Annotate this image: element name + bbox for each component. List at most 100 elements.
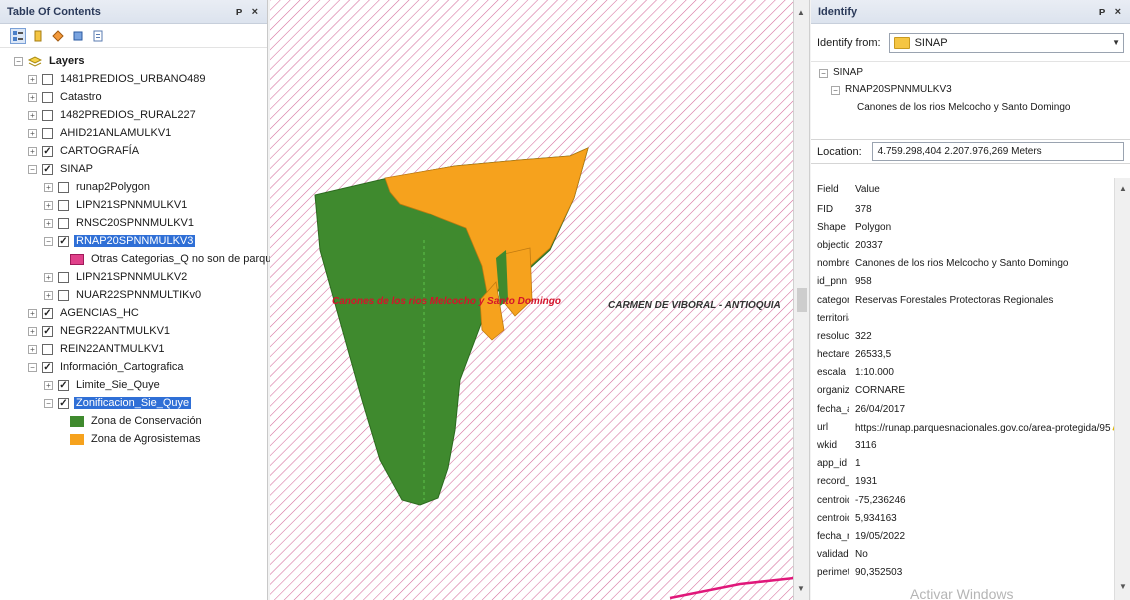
layer-checkbox[interactable] [58,289,69,301]
map-view[interactable]: Canones de los rios Melcocho y Santo Dom… [270,0,794,600]
list-by-source-icon[interactable] [30,28,46,44]
legend-row: Zona de Agrosistemas [0,430,267,448]
expand-toggle-icon[interactable]: + [44,380,53,390]
layer-checkbox-checked[interactable]: ✓ [42,361,53,373]
tree-row-layer[interactable]: + REIN22ANTMULKV1 [0,340,267,358]
layer-checkbox-checked[interactable]: ✓ [42,145,53,157]
collapse-toggle-icon[interactable]: − [44,236,53,246]
field-name: categoria [817,294,849,306]
expand-toggle-icon[interactable]: + [28,74,37,84]
legend-label: Zona de Agrosistemas [91,433,201,445]
map-vertical-scrollbar[interactable]: ▲ ▼ [794,0,810,600]
layer-checkbox-checked[interactable]: ✓ [42,163,53,175]
tree-row-layer[interactable]: +1481PREDIOS_URBANO489 [0,70,267,88]
layer-label: Layers [49,55,85,67]
expand-toggle-icon[interactable]: + [44,272,53,282]
field-name: objectid [817,239,849,251]
layer-checkbox[interactable] [42,127,53,139]
tree-row-layer[interactable]: +1482PREDIOS_RURAL227 [0,106,267,124]
identify-from-label: Identify from: [817,36,881,49]
tree-row-layer-selected[interactable]: − ✓ Zonificacion_Sie_Quye [0,394,267,412]
url-link[interactable]: https://runap.parquesnacionales.gov.co/a… [849,420,1120,434]
collapse-toggle-icon[interactable]: − [831,86,840,95]
toc-title: Table Of Contents [7,5,101,18]
result-sublayer-node[interactable]: RNAP20SPNNMULKV3 [845,84,952,95]
expand-toggle-icon[interactable]: + [44,218,53,228]
tree-row-layers[interactable]: − Layers [0,52,267,70]
tree-row-layer[interactable]: + AHID21ANLAMULKV1 [0,124,267,142]
tree-row-layer[interactable]: + ✓ NEGR22ANTMULKV1 [0,322,267,340]
layer-checkbox[interactable] [42,91,53,103]
layer-checkbox-checked[interactable]: ✓ [42,325,53,337]
layer-checkbox[interactable] [42,109,53,121]
expand-toggle-icon[interactable]: + [28,128,37,138]
tree-row-layer[interactable]: + LIPN21SPNNMULKV1 [0,196,267,214]
field-value[interactable]: https://runap.parquesnacionales.gov.co/a… [855,422,1111,434]
chevron-down-icon[interactable]: ▼ [1112,38,1120,47]
collapse-toggle-icon[interactable]: − [28,362,37,372]
toc-window-controls[interactable]: ᴩ × [235,5,261,18]
scroll-up-icon[interactable]: ▲ [797,8,805,17]
collapse-toggle-icon[interactable]: − [28,164,37,174]
field-value: 5,934163 [855,512,897,524]
tree-row-layer[interactable]: + Catastro [0,88,267,106]
layer-label: SINAP [60,163,94,175]
tree-row-layer[interactable]: + ✓ AGENCIAS_HC [0,304,267,322]
tree-row-layer[interactable]: + runap2Polygon [0,178,267,196]
scroll-thumb[interactable] [797,288,807,312]
layer-label: Catastro [60,91,102,103]
expand-toggle-icon[interactable]: + [28,146,37,156]
attribute-scrollbar[interactable]: ▲ ▼ [1114,178,1130,600]
attribute-row: validado No [811,546,1120,564]
expand-toggle-icon[interactable]: + [28,344,37,354]
collapse-toggle-icon[interactable]: − [14,56,23,66]
layer-checkbox[interactable] [42,73,53,85]
options-icon[interactable] [90,28,106,44]
scroll-up-icon[interactable]: ▲ [1119,184,1127,193]
tree-row-layer[interactable]: + NUAR22SPNNMULTIKv0 [0,286,267,304]
list-by-drawing-order-icon[interactable] [10,27,26,44]
attribute-row: escala 1:10.000 [811,364,1120,382]
layer-checkbox[interactable] [58,271,69,283]
attribute-row: nombre Canones de los rios Melcocho y San… [811,255,1120,273]
list-by-visibility-icon[interactable] [50,28,66,44]
identify-from-dropdown[interactable]: SINAP ▼ [888,32,1124,53]
tree-row-layer[interactable]: − ✓ SINAP [0,160,267,178]
tree-row-layer[interactable]: + RNSC20SPNNMULKV1 [0,214,267,232]
list-by-selection-icon[interactable] [70,28,86,44]
layer-checkbox-checked[interactable]: ✓ [58,379,69,391]
layer-checkbox[interactable] [58,217,69,229]
layer-label: LIPN21SPNNMULKV2 [76,271,188,283]
tree-row-layer[interactable]: + ✓ CARTOGRAFÍA [0,142,267,160]
result-layer-node[interactable]: SINAP [833,67,864,78]
expand-toggle-icon[interactable]: + [44,200,53,210]
tree-row-layer[interactable]: + ✓ Limite_Sie_Quye [0,376,267,394]
location-field[interactable]: 4.759.298,404 2.207.976,269 Meters [871,142,1124,161]
tree-row-layer[interactable]: − ✓ Información_Cartografica [0,358,267,376]
expand-toggle-icon[interactable]: + [44,182,53,192]
layer-checkbox-checked[interactable]: ✓ [42,307,53,319]
map-canvas[interactable] [270,0,794,600]
scroll-down-icon[interactable]: ▼ [1119,582,1127,591]
scroll-down-icon[interactable]: ▼ [797,584,805,593]
tree-row-layer-selected[interactable]: − ✓ RNAP20SPNNMULKV3 [0,232,267,250]
expand-toggle-icon[interactable]: + [28,308,37,318]
layer-checkbox[interactable] [58,199,69,211]
tree-row-layer[interactable]: + LIPN21SPNNMULKV2 [0,268,267,286]
layer-checkbox[interactable] [42,343,53,355]
field-value: 322 [855,330,872,342]
legend-row: Otras Categorias_Q no son de parques [0,250,283,268]
layer-checkbox-checked[interactable]: ✓ [58,235,69,247]
layer-checkbox[interactable] [58,181,69,193]
expand-toggle-icon[interactable]: + [44,290,53,300]
identify-window-controls[interactable]: ᴩ × [1098,5,1124,18]
expand-toggle-icon[interactable]: + [28,110,37,120]
collapse-toggle-icon[interactable]: − [44,398,53,408]
expand-toggle-icon[interactable]: + [28,92,37,102]
layers-group-icon [28,55,42,67]
collapse-toggle-icon[interactable]: − [819,69,828,78]
layer-checkbox-checked[interactable]: ✓ [58,397,69,409]
result-feature-node[interactable]: Canones de los rios Melcocho y Santo Dom… [857,102,1071,113]
attribute-row: app_id 1 [811,455,1120,473]
expand-toggle-icon[interactable]: + [28,326,37,336]
